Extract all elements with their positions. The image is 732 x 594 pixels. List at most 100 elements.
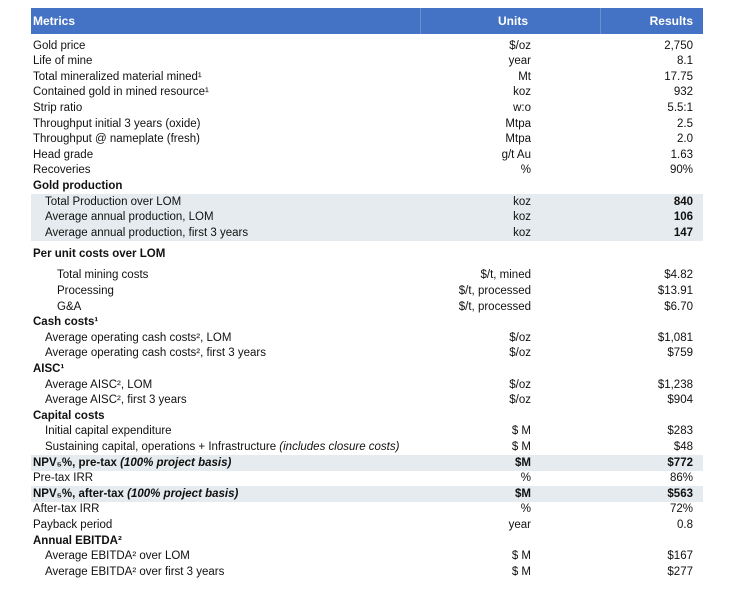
metric-label: Capital costs <box>33 408 105 424</box>
units: Mtpa <box>505 133 531 146</box>
label-text: Annual EBITDA² <box>33 534 122 547</box>
section-heading: AISC¹ <box>31 361 703 377</box>
table-row: Average operating cash costs², LOM $/oz $1… <box>31 330 703 346</box>
units: $ M <box>511 565 531 578</box>
metric-label: Gold price <box>33 38 85 54</box>
units: $/oz <box>509 347 531 360</box>
metric-label: After-tax IRR <box>33 501 99 517</box>
label-text: Contained gold in mined resource¹ <box>33 86 209 99</box>
result: $48 <box>673 441 693 453</box>
units: $/t, processed <box>458 285 531 297</box>
result: 0.8 <box>677 519 693 531</box>
units: koz <box>513 226 531 239</box>
metric-label: Pre-tax IRR <box>33 470 93 486</box>
table-row: NPV₅%, after-tax (100% project basis) $M $… <box>31 485 703 502</box>
metric-label: Average annual production, LOM <box>45 209 214 225</box>
label-text: Total mineralized material mined¹ <box>33 70 202 83</box>
units: g/t Au <box>501 148 531 161</box>
table-row: Sustaining capital, operations + Infrast… <box>31 439 703 455</box>
metric-label: Payback period <box>33 517 112 533</box>
metric-label: Average EBITDA² over first 3 years <box>45 564 224 580</box>
metric-label: NPV₅%, pre-tax (100% project basis) <box>33 455 231 471</box>
units: $/oz <box>509 394 531 407</box>
label-text: Strip ratio <box>33 101 83 114</box>
metric-label: AISC¹ <box>33 361 64 377</box>
result: $563 <box>667 487 693 500</box>
label-text: Average operating cash costs², first 3 y… <box>45 347 266 360</box>
units: $ M <box>511 441 531 453</box>
units: koz <box>513 86 531 99</box>
table-row: Average EBITDA² over LOM $ M $167 <box>31 548 703 564</box>
metric-label: Average AISC², LOM <box>45 377 152 393</box>
table-row: Head grade g/t Au 1.63 <box>31 147 703 163</box>
table-row: Pre-tax IRR% 86% <box>31 470 703 486</box>
units: koz <box>513 195 531 208</box>
label-note: (100% project basis) <box>120 456 232 469</box>
result: 106 <box>673 211 693 224</box>
result: 90% <box>669 164 693 177</box>
label-text: Head grade <box>33 148 94 161</box>
metric-label: Average annual production, first 3 years <box>45 225 248 241</box>
label-text: Average annual production, first 3 years <box>45 226 249 239</box>
table-row: Average annual production, LOM koz 106 <box>31 209 703 226</box>
units: $M <box>515 456 531 469</box>
label-text: Average EBITDA² over first 3 years <box>45 565 225 578</box>
units: Mtpa <box>505 117 531 130</box>
label-text: Average annual production, LOM <box>45 211 214 224</box>
metric-label: Total mineralized material mined¹ <box>33 69 202 85</box>
section-heading: Annual EBITDA² <box>31 533 703 549</box>
metric-label: Cash costs¹ <box>33 314 98 330</box>
table-row: Average AISC², first 3 years $/oz $904 <box>31 392 703 408</box>
header-units: Units <box>498 14 528 28</box>
table-row: Gold price $/oz 2,750 <box>31 38 703 54</box>
result: $277 <box>667 565 693 578</box>
label-text: AISC¹ <box>33 363 65 375</box>
table-row: Total mineralized material mined¹ Mt 17.75 <box>31 69 703 85</box>
table-row: Throughput @ nameplate (fresh) Mtpa 2.0 <box>31 131 703 147</box>
result: 17.75 <box>664 70 693 83</box>
result: $283 <box>667 425 693 438</box>
label-text: Gold price <box>33 39 86 52</box>
label-text: Total Production over LOM <box>45 195 182 208</box>
label-text: Average operating cash costs², LOM <box>45 331 232 344</box>
metric-label: Head grade <box>33 147 93 163</box>
units: Mt <box>518 70 531 83</box>
metric-label: Recoveries <box>33 162 91 178</box>
table-row: After-tax IRR% 72% <box>31 501 703 517</box>
table-row: Throughput initial 3 years (oxide) Mtpa 2.… <box>31 116 703 132</box>
units: $/t, mined <box>480 269 532 282</box>
table-row: Average EBITDA² over first 3 years $ M $27… <box>31 564 703 580</box>
label-text: Throughput @ nameplate (fresh) <box>33 133 201 146</box>
table-row: Average AISC², LOM $/oz $1,238 <box>31 377 703 393</box>
result: $4.82 <box>664 269 693 282</box>
metric-label: Processing <box>57 283 114 299</box>
result: $167 <box>667 550 693 563</box>
metric-label: Strip ratio <box>33 100 82 116</box>
units: w:o <box>513 101 531 114</box>
result: 72% <box>669 503 693 516</box>
result: $13.91 <box>657 285 693 297</box>
units: year <box>508 55 531 68</box>
table-row: Contained gold in mined resource¹ koz 932 <box>31 84 703 100</box>
units: $/oz <box>509 39 531 52</box>
metric-label: Throughput initial 3 years (oxide) <box>33 116 200 132</box>
label-text: Processing <box>57 285 114 297</box>
label-note: (includes closure costs) <box>279 441 400 453</box>
result: 2.0 <box>677 133 693 146</box>
label-text: Pre-tax IRR <box>33 472 94 485</box>
label-text: Initial capital expenditure <box>45 425 172 438</box>
label-text: Capital costs <box>33 409 105 422</box>
metric-label: Per unit costs over LOM <box>33 246 165 262</box>
units: $ M <box>511 550 531 563</box>
result: $1,081 <box>657 331 693 344</box>
units: % <box>520 164 531 177</box>
label-text: Per unit costs over LOM <box>33 248 166 261</box>
divider <box>420 8 421 34</box>
units: % <box>520 503 531 516</box>
label-text: Cash costs¹ <box>33 316 99 329</box>
metric-label: Average AISC², first 3 years <box>45 392 187 408</box>
label-text: Average AISC², LOM <box>45 378 153 391</box>
metric-label: Contained gold in mined resource¹ <box>33 84 209 100</box>
table-row: Recoveries% 90% <box>31 162 703 178</box>
